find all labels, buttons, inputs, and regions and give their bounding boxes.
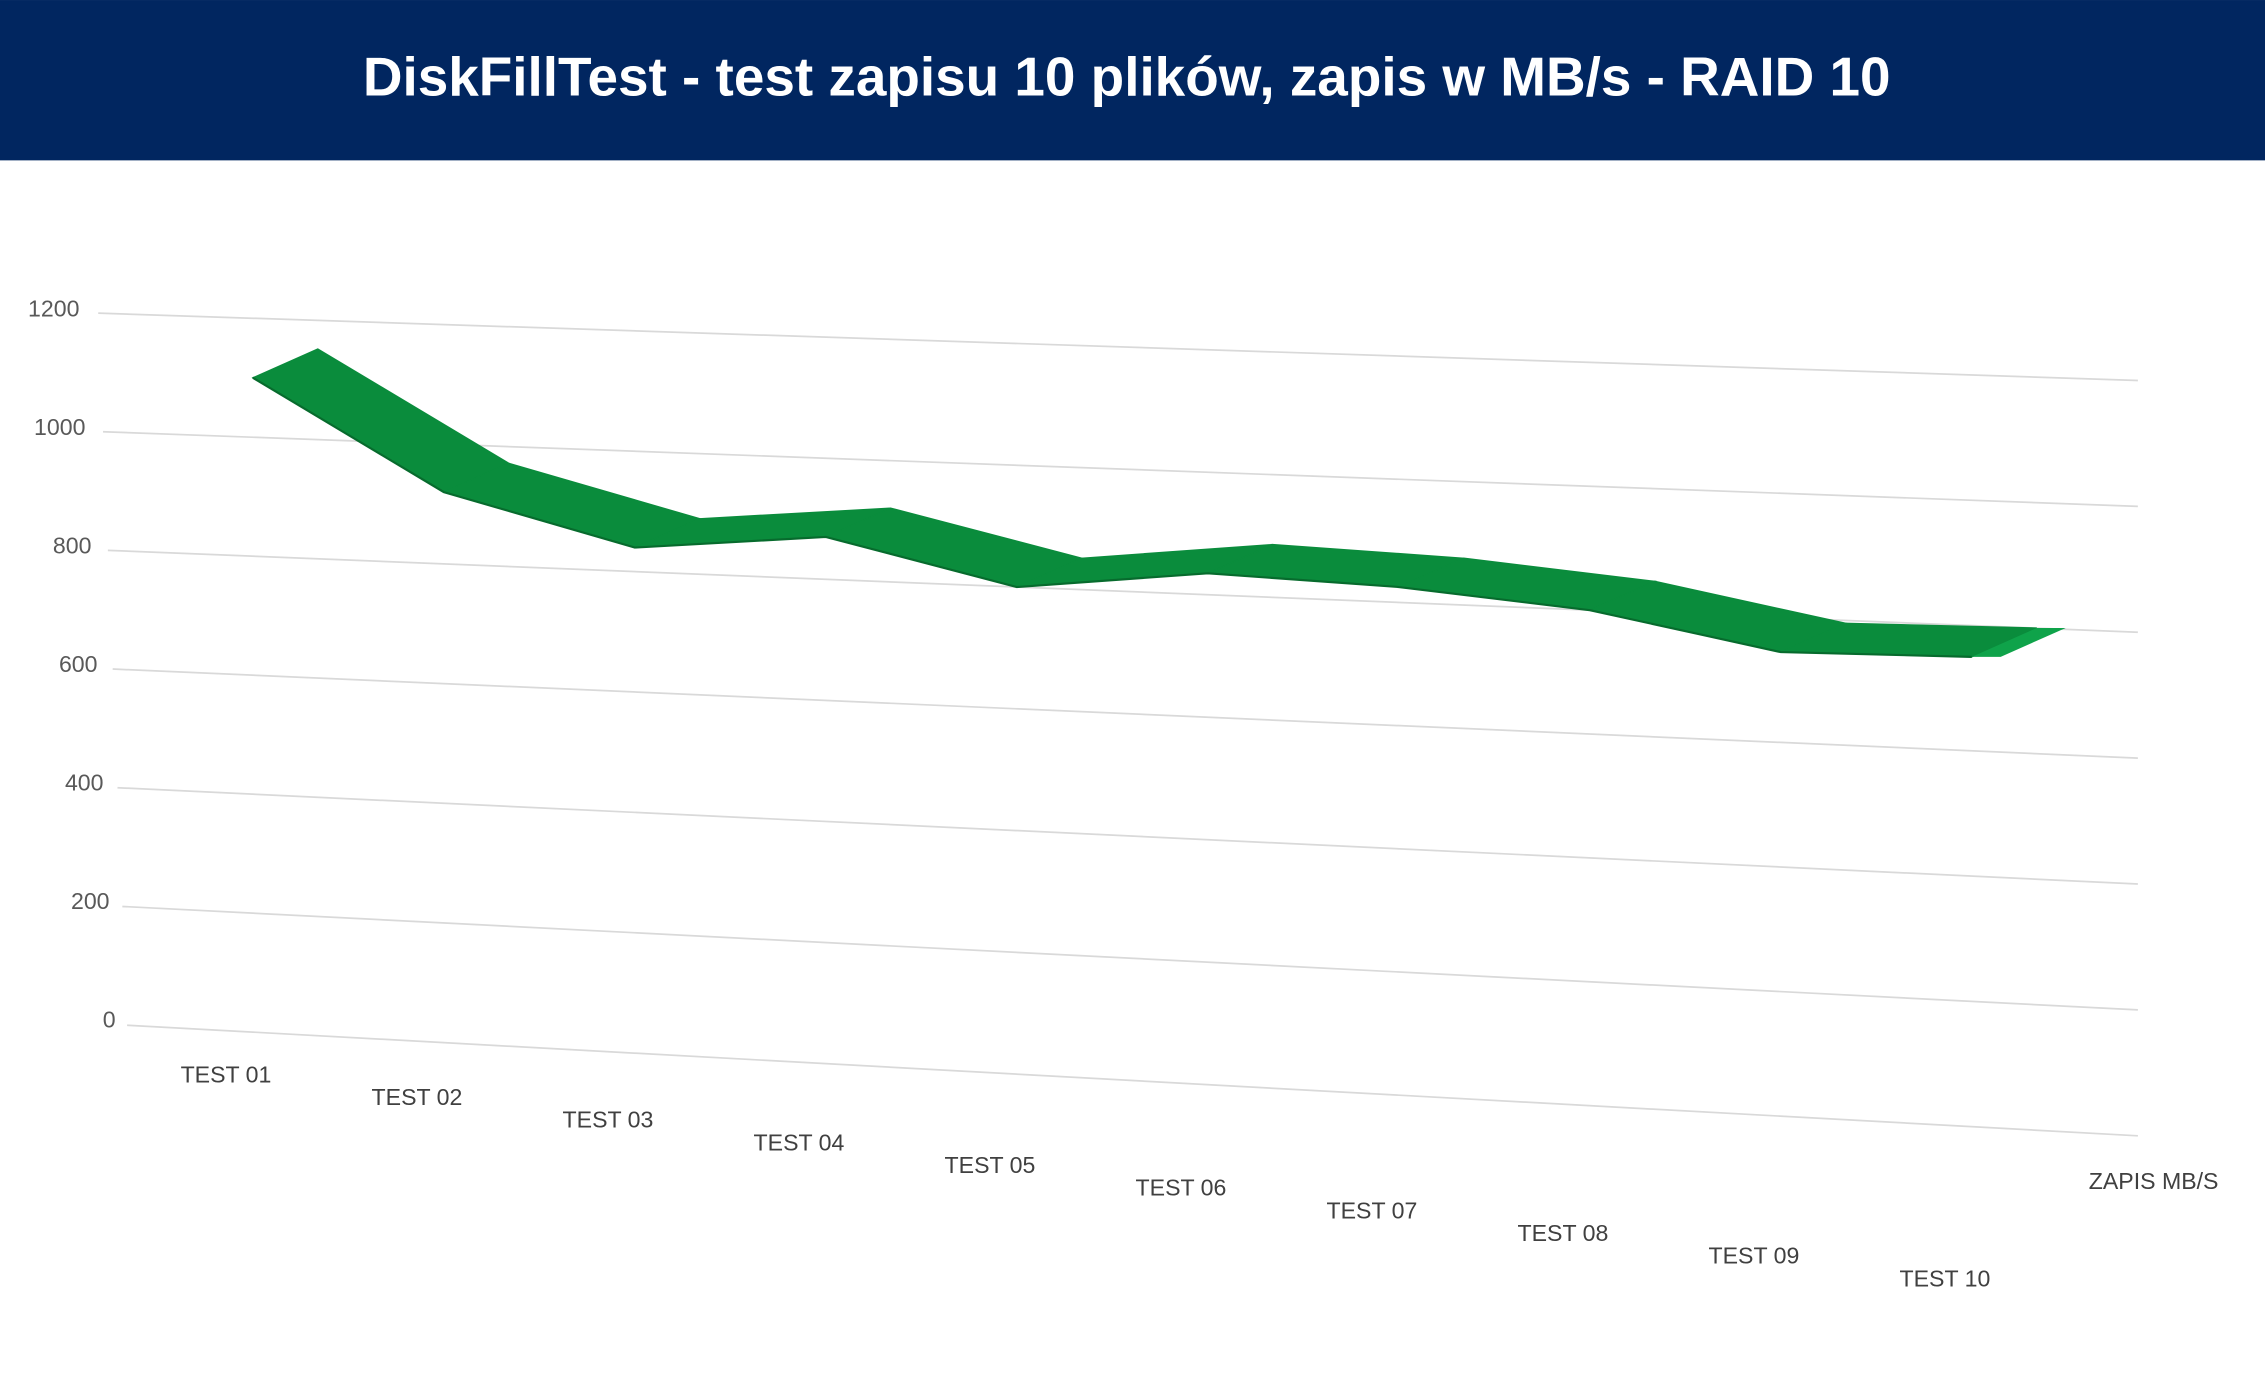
x-tick-label: TEST 09 xyxy=(1709,1243,1800,1269)
grid-line xyxy=(117,786,2138,885)
y-tick-label: 200 xyxy=(71,888,110,914)
ribbon-end-cap xyxy=(1971,627,2066,657)
y-tick-label: 0 xyxy=(103,1006,116,1032)
x-tick-label: TEST 06 xyxy=(1136,1175,1227,1201)
ribbon-front-edge xyxy=(252,376,1972,658)
x-tick-label: TEST 08 xyxy=(1518,1220,1609,1246)
y-tick-label: 800 xyxy=(53,533,92,559)
ribbon-segment xyxy=(442,462,702,549)
grid-line xyxy=(127,1024,2138,1137)
header-bar xyxy=(0,0,2265,161)
y-tick-label: 1200 xyxy=(28,296,79,322)
chart-title: DiskFillTest - test zapisu 10 plików, za… xyxy=(363,45,1891,107)
x-tick-label: TEST 07 xyxy=(1327,1197,1418,1223)
x-tick-label: TEST 01 xyxy=(181,1061,272,1087)
grid-line xyxy=(112,668,2138,759)
x-tick-label: TEST 03 xyxy=(563,1107,654,1133)
x-tick-label: TEST 10 xyxy=(1900,1265,1991,1291)
ribbon-segment xyxy=(251,348,511,493)
x-tick-label: TEST 05 xyxy=(945,1152,1036,1178)
grid-line xyxy=(122,905,2138,1011)
x-tick-label: TEST 02 xyxy=(372,1084,463,1110)
y-tick-label: 1000 xyxy=(34,414,85,440)
x-tick-label: TEST 04 xyxy=(754,1129,845,1155)
y-tick-label: 600 xyxy=(59,651,98,677)
y-tick-label: 400 xyxy=(65,770,104,796)
grid-line xyxy=(98,312,2138,382)
series-label: ZAPIS MB/S xyxy=(2089,1168,2219,1194)
